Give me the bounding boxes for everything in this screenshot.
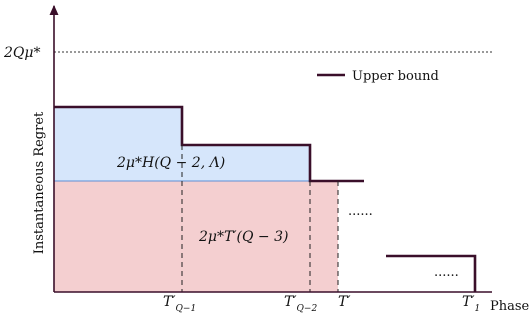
x-axis-label: Phase — [490, 299, 529, 314]
y-axis-label: Instantaneous Regret — [32, 111, 47, 254]
upper-bound-step-1 — [54, 105, 364, 183]
ellipsis-1: ...... — [348, 204, 373, 219]
upper-bound-step-last — [386, 254, 477, 292]
x-tick-3: T′ — [338, 294, 351, 310]
region-bottom-extra — [310, 181, 338, 292]
ellipsis-2: ...... — [434, 265, 459, 280]
legend-label: Upper bound — [352, 69, 439, 84]
x-tick-4: T′1 — [462, 294, 480, 314]
region-top-1 — [54, 107, 182, 181]
region-top-2 — [182, 145, 310, 181]
region-bottom-label: 2μ*T′(Q − 3) — [198, 229, 288, 245]
region-bottom — [54, 181, 338, 292]
y-tick-label: 2Qμ* — [3, 45, 40, 61]
x-tick-2: T′Q−2 — [284, 294, 317, 314]
region-top-label: 2μ*H(Q − 2, Λ) — [116, 155, 225, 171]
x-tick-1: T′Q−1 — [163, 294, 196, 314]
